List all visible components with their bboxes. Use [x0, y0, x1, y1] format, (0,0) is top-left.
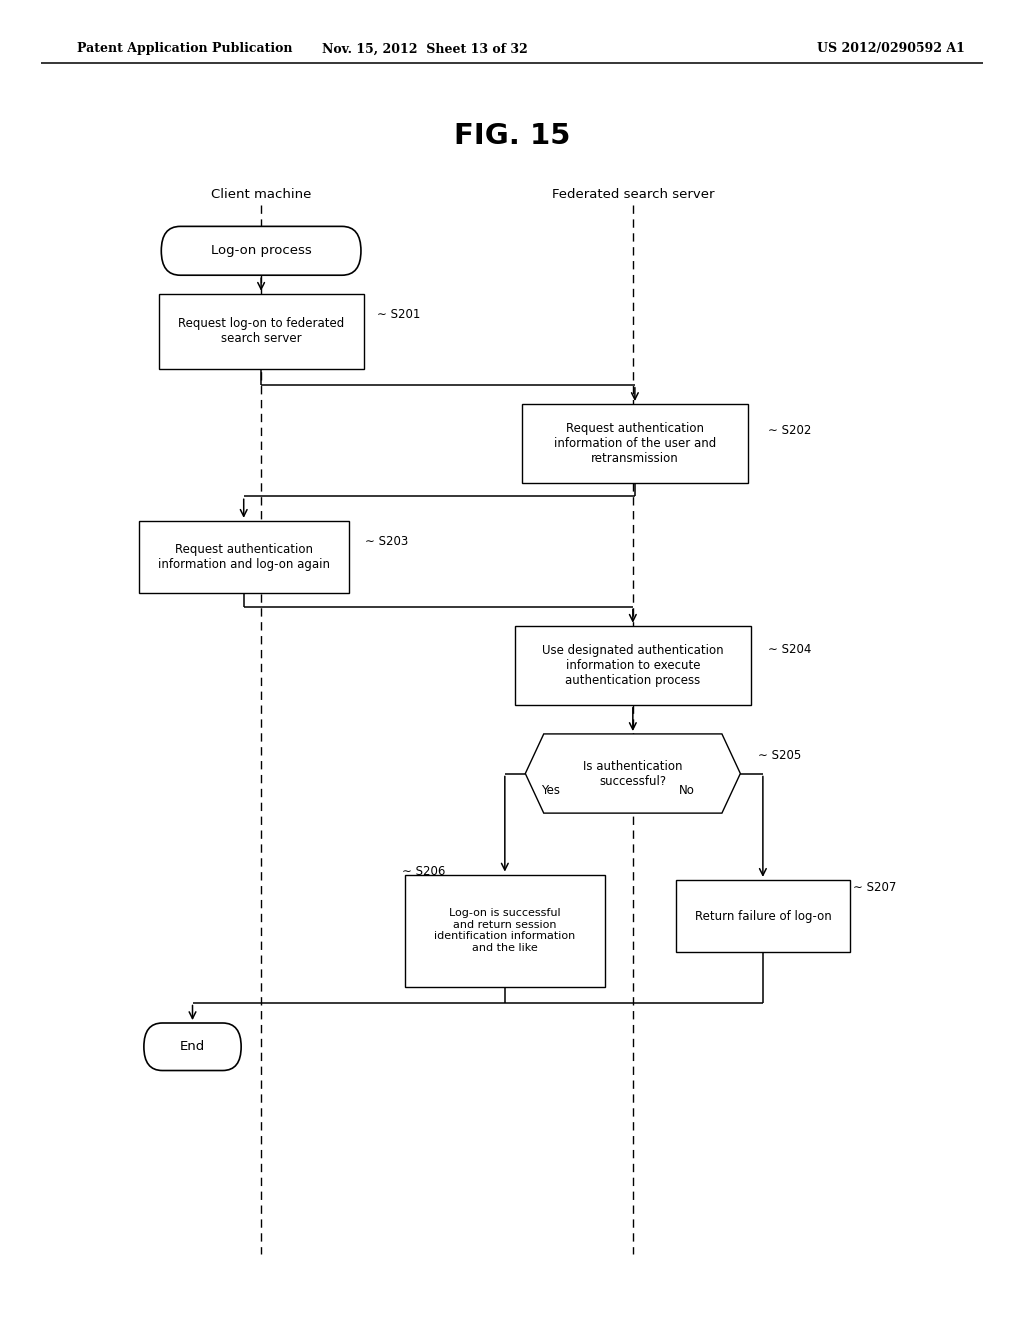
- Text: Client machine: Client machine: [211, 187, 311, 201]
- Text: ∼ S207: ∼ S207: [853, 880, 896, 894]
- Text: Request authentication
information of the user and
retransmission: Request authentication information of th…: [554, 422, 716, 465]
- Text: ∼ S206: ∼ S206: [402, 865, 445, 878]
- Text: Request log-on to federated
search server: Request log-on to federated search serve…: [178, 317, 344, 346]
- Text: Federated search server: Federated search server: [552, 187, 714, 201]
- Text: Return failure of log-on: Return failure of log-on: [694, 909, 831, 923]
- Text: Patent Application Publication: Patent Application Publication: [77, 42, 292, 55]
- Text: Is authentication
successful?: Is authentication successful?: [583, 759, 683, 788]
- Text: ∼ S205: ∼ S205: [758, 748, 801, 762]
- Text: Use designated authentication
information to execute
authentication process: Use designated authentication informatio…: [542, 644, 724, 686]
- Text: End: End: [180, 1040, 205, 1053]
- Text: ∼ S201: ∼ S201: [377, 308, 420, 321]
- FancyBboxPatch shape: [522, 404, 748, 483]
- Text: Nov. 15, 2012  Sheet 13 of 32: Nov. 15, 2012 Sheet 13 of 32: [323, 42, 527, 55]
- Text: Request authentication
information and log-on again: Request authentication information and l…: [158, 543, 330, 572]
- Text: Log-on process: Log-on process: [211, 244, 311, 257]
- FancyBboxPatch shape: [139, 520, 348, 594]
- Text: FIG. 15: FIG. 15: [454, 121, 570, 150]
- Text: No: No: [679, 784, 695, 797]
- FancyBboxPatch shape: [676, 880, 850, 953]
- FancyBboxPatch shape: [143, 1023, 242, 1071]
- FancyBboxPatch shape: [515, 626, 751, 705]
- Text: ∼ S202: ∼ S202: [768, 424, 811, 437]
- FancyBboxPatch shape: [162, 226, 361, 275]
- Polygon shape: [525, 734, 740, 813]
- Text: Yes: Yes: [541, 784, 560, 797]
- FancyBboxPatch shape: [404, 874, 604, 987]
- Text: Log-on is successful
and return session
identification information
and the like: Log-on is successful and return session …: [434, 908, 575, 953]
- FancyBboxPatch shape: [159, 293, 364, 368]
- Text: ∼ S203: ∼ S203: [365, 535, 408, 548]
- Text: US 2012/0290592 A1: US 2012/0290592 A1: [817, 42, 965, 55]
- Text: ∼ S204: ∼ S204: [768, 643, 811, 656]
